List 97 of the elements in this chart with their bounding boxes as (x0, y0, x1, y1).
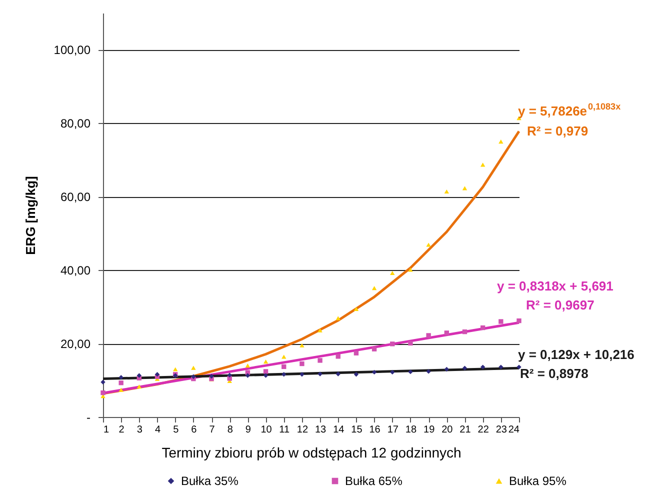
text: R² = 0,9697 (526, 298, 594, 313)
legend-label: Bułka 95% (509, 474, 567, 488)
x-tick-label: 4 (154, 424, 161, 436)
point (408, 340, 413, 346)
point (462, 186, 468, 190)
point (100, 390, 106, 396)
point (426, 369, 431, 374)
point (300, 361, 304, 366)
point (282, 372, 286, 377)
point (516, 364, 522, 370)
point (444, 366, 449, 372)
point (118, 374, 124, 380)
point (498, 364, 504, 370)
point (245, 364, 250, 368)
point (426, 242, 431, 247)
text: R² = 0,979 (527, 123, 588, 138)
x-tick-label: 7 (209, 424, 216, 436)
point (516, 318, 522, 324)
point (173, 367, 178, 372)
point (498, 319, 504, 324)
point (318, 358, 322, 363)
point (480, 364, 486, 370)
x-tick-label: 16 (369, 424, 381, 436)
x-tick-label: 12 (296, 424, 308, 436)
annotation: y = 0,8318x + 5,691 (497, 278, 614, 294)
y-tick-label: 100,00 (54, 43, 91, 58)
y-tick-label: 20,00 (60, 337, 91, 352)
y-tick-label: 80,00 (60, 116, 91, 131)
annotation: y = 0,129x + 10,216 (518, 347, 634, 362)
point (118, 388, 124, 392)
point (354, 350, 359, 356)
point (318, 328, 322, 332)
point (390, 370, 395, 375)
point (191, 374, 196, 379)
x-tick-label: 1 (104, 424, 110, 436)
point (390, 271, 395, 276)
text: R² = 0,8978 (520, 366, 588, 382)
x-tick-label: 11 (279, 424, 290, 436)
y-tick-label: - (86, 410, 90, 424)
x-tick-label: 14 (333, 424, 345, 436)
point (444, 330, 449, 336)
point (354, 306, 359, 312)
x-tick-label: 19 (424, 424, 436, 436)
x-tick-label: 8 (227, 424, 234, 436)
x-tick-label: 21 (460, 424, 472, 436)
point (372, 346, 377, 352)
point (263, 369, 268, 374)
point (408, 268, 413, 272)
x-tick-label: 15 (351, 424, 363, 436)
point (191, 366, 196, 370)
point (390, 342, 395, 346)
point (282, 364, 286, 370)
point (136, 384, 142, 389)
point (263, 360, 268, 364)
y-tick-label: 40,00 (60, 264, 91, 278)
point (444, 189, 449, 194)
x-tick-label: 3 (136, 424, 143, 436)
y-axis-title: ERG [mg/kg] (22, 176, 38, 255)
x-tick-label: 10 (260, 424, 272, 436)
point (100, 380, 106, 384)
point (336, 372, 340, 376)
point (372, 370, 377, 375)
x-tick-label: 13 (314, 424, 327, 436)
x-tick-label: 6 (191, 424, 198, 436)
point (336, 354, 340, 359)
point (209, 374, 214, 379)
point (263, 373, 268, 378)
legend-label: Bułka 65% (345, 474, 403, 488)
point (300, 343, 304, 348)
x-tick-label: 17 (387, 424, 399, 436)
point (282, 354, 286, 359)
point (318, 372, 322, 376)
legend-label: Bułka 35% (181, 474, 239, 488)
x-tick-label: 9 (245, 424, 252, 436)
x-tick-label: 20 (442, 424, 454, 436)
x-tick-label: 22 (478, 424, 490, 436)
point (462, 366, 468, 370)
point (227, 372, 232, 378)
point (245, 373, 250, 378)
x-tick-label: 5 (173, 424, 180, 436)
x-tick-label: 23 (496, 424, 508, 436)
y-tick-label: 60,00 (60, 190, 91, 204)
point (408, 369, 413, 374)
point (118, 380, 124, 386)
point (354, 372, 359, 377)
x-axis-title: Terminy zbioru prób w odstępach 12 godzinnych (162, 444, 462, 460)
point (372, 286, 377, 290)
point (498, 140, 504, 144)
x-tick-label: 24 (508, 424, 520, 436)
x-tick-label: 18 (405, 424, 417, 436)
point (300, 372, 304, 377)
point (462, 329, 468, 334)
point (227, 376, 232, 381)
point (136, 373, 142, 378)
point (480, 325, 486, 330)
x-tick-label: 2 (118, 424, 125, 436)
point (426, 333, 431, 338)
